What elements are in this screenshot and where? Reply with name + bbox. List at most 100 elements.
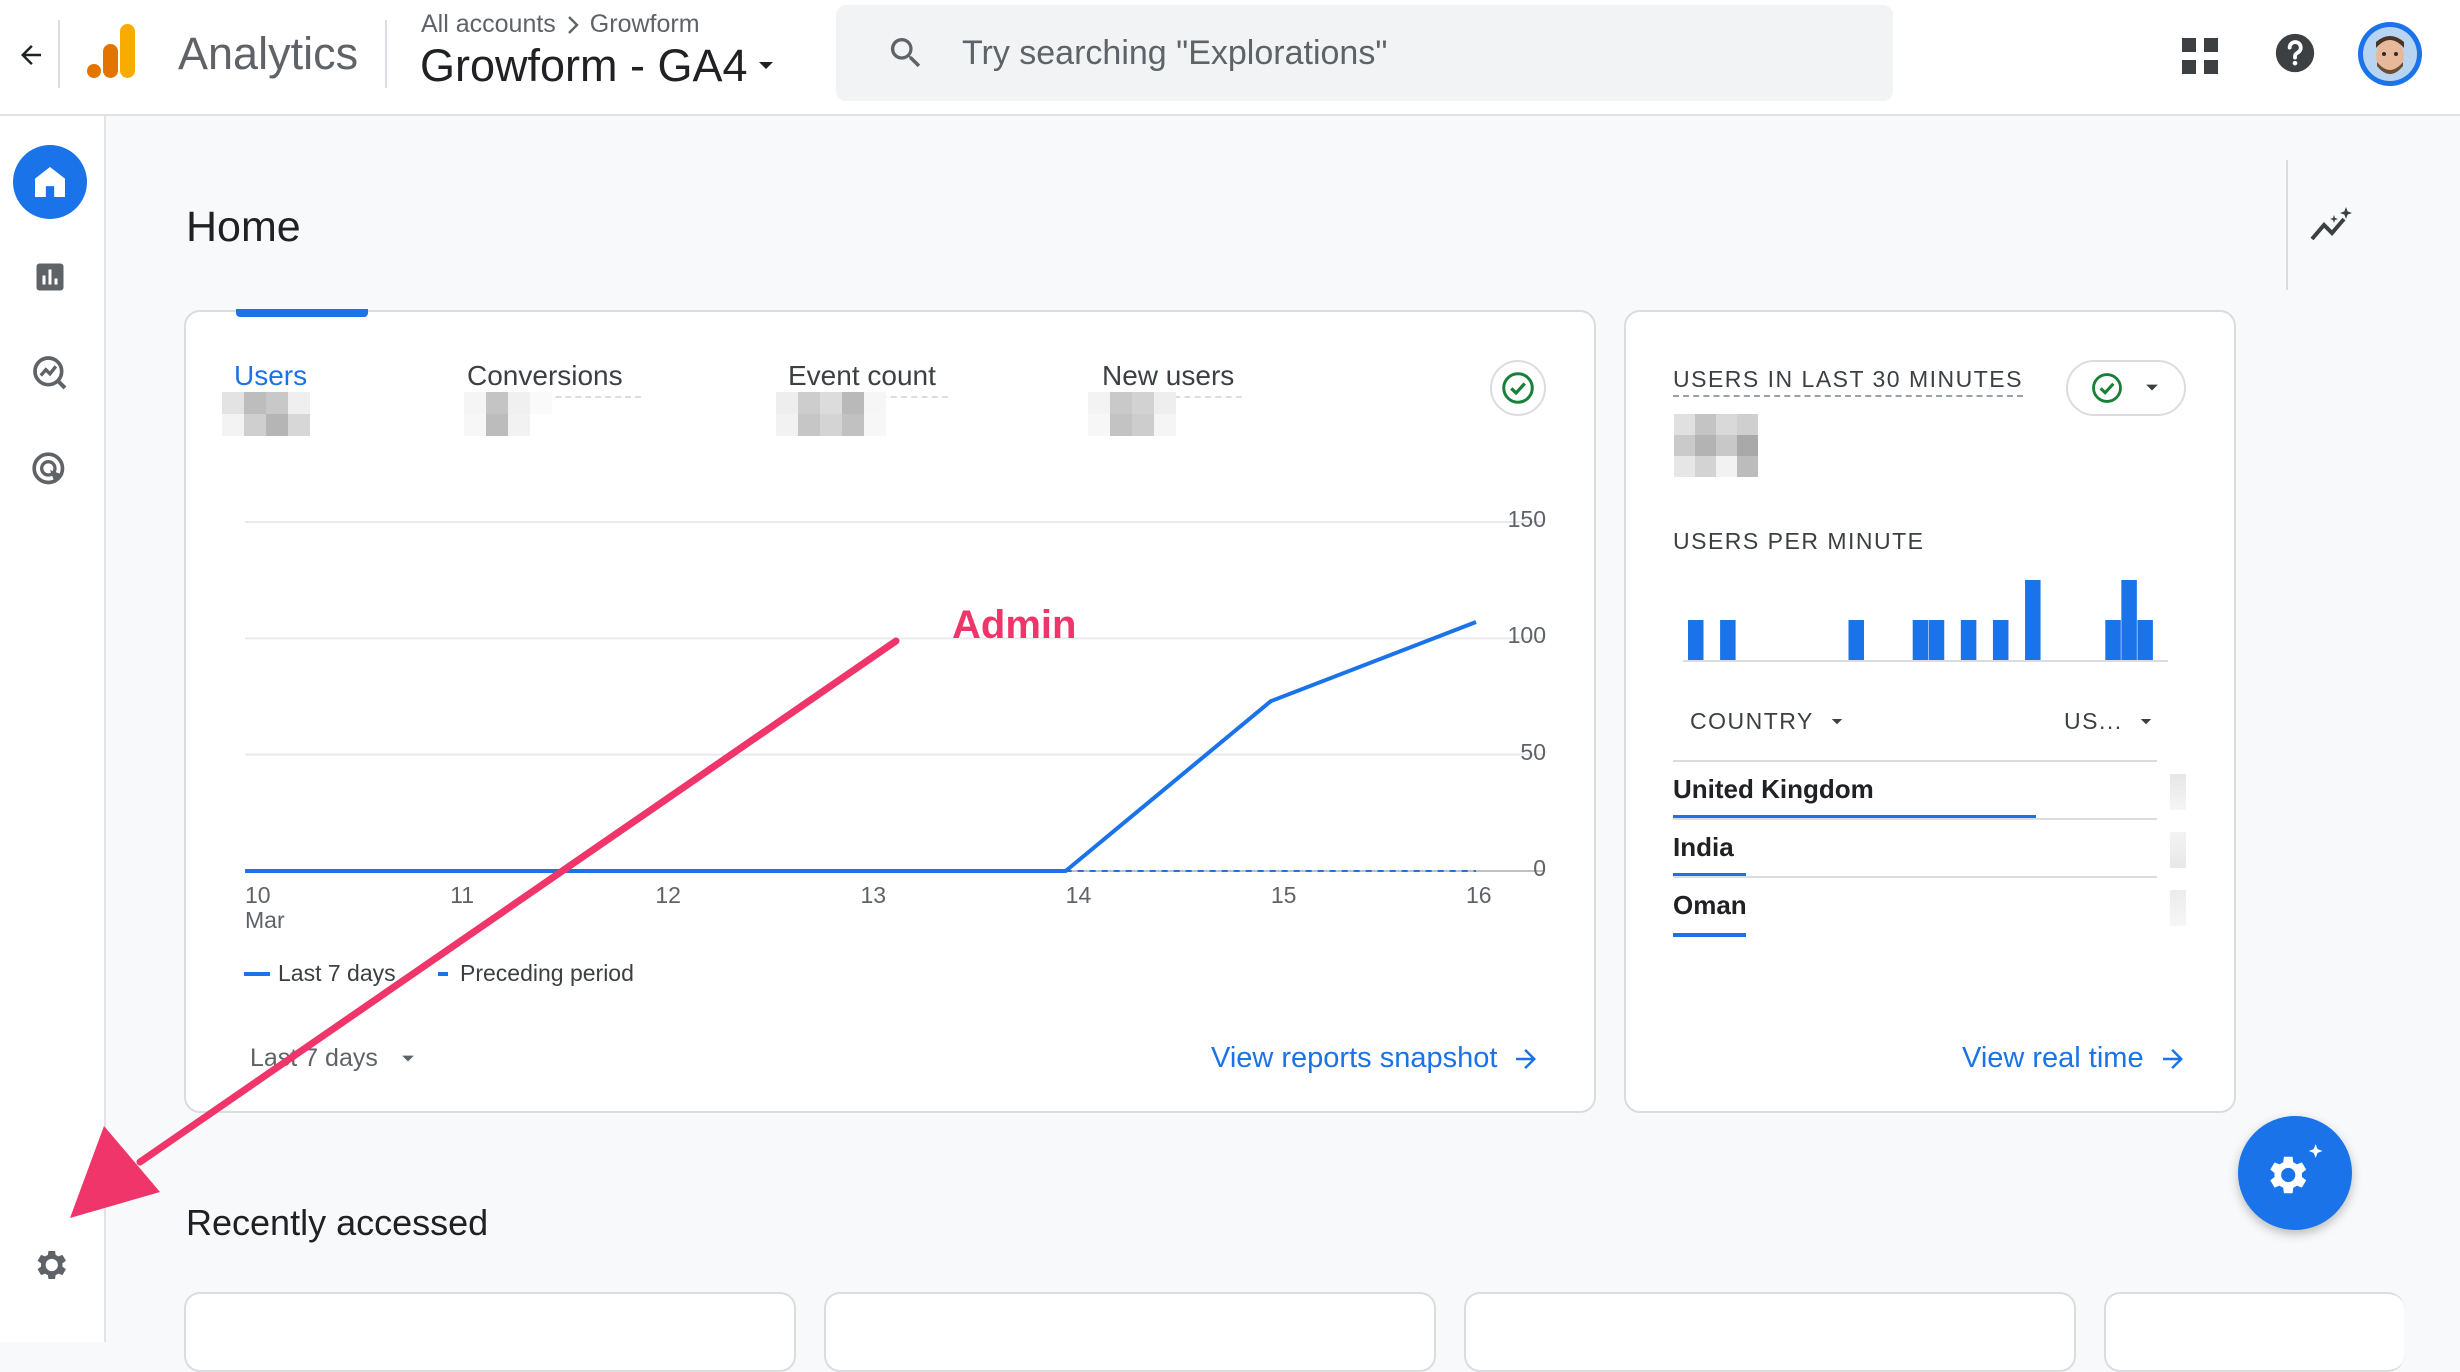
country-header-label: COUNTRY xyxy=(1690,708,1814,734)
users-header-label: US... xyxy=(2064,708,2123,734)
x-axis-sublabel: Mar xyxy=(245,907,285,933)
dropdown-arrow-icon xyxy=(402,1055,414,1061)
active-tab-indicator xyxy=(236,309,368,317)
minute-bar[interactable] xyxy=(1688,620,1704,660)
redacted-count xyxy=(2170,890,2186,926)
help-icon[interactable] xyxy=(2272,30,2318,76)
x-tick-label: 10 xyxy=(245,882,271,908)
breadcrumb-root[interactable]: All accounts xyxy=(421,10,556,38)
settings-sparkle-icon xyxy=(2270,1144,2323,1194)
redacted-metric-value xyxy=(776,392,886,436)
nav-advertising[interactable] xyxy=(13,433,87,507)
country-row-label: Oman xyxy=(1673,890,1747,920)
insights-button[interactable] xyxy=(2300,195,2364,259)
legend-swatch-solid xyxy=(244,972,270,976)
legend-last-7-days: Last 7 days xyxy=(278,960,396,986)
back-button[interactable] xyxy=(6,30,56,80)
redacted-realtime-value xyxy=(1674,414,1758,477)
property-selector[interactable]: Growform - GA4 xyxy=(420,40,778,92)
breadcrumb-current[interactable]: Growform xyxy=(589,10,700,38)
arrow-forward-icon xyxy=(2162,1048,2183,1069)
redacted-metric-value xyxy=(464,392,552,436)
x-tick-label: 15 xyxy=(1270,882,1297,908)
check-circle-icon xyxy=(1502,372,1534,404)
y-tick-label: 150 xyxy=(1507,506,1546,532)
table-divider xyxy=(1673,818,2157,820)
minute-bar[interactable] xyxy=(2105,620,2121,660)
link-label: View reports snapshot xyxy=(1211,1042,1498,1074)
explore-icon xyxy=(33,356,67,390)
tab-conversions[interactable]: Conversions xyxy=(467,360,623,391)
x-tick-label: 13 xyxy=(860,882,887,908)
users-column-header[interactable]: US... xyxy=(2064,708,2155,735)
minute-bar[interactable] xyxy=(1720,620,1736,660)
search-input[interactable] xyxy=(962,31,1862,75)
top-app-bar: Analytics All accounts Growform Growform… xyxy=(0,0,2460,116)
minute-bar[interactable] xyxy=(2121,580,2137,660)
minute-bar[interactable] xyxy=(2137,620,2153,660)
country-share-bar xyxy=(1673,933,1746,937)
page-title: Home xyxy=(186,203,301,251)
gear-icon xyxy=(37,1251,66,1279)
view-real-time-link[interactable]: View real time xyxy=(1962,1042,2188,1075)
minute-bar[interactable] xyxy=(1960,620,1977,660)
table-divider xyxy=(1673,760,2157,762)
advertising-icon xyxy=(32,452,65,485)
search-bar[interactable] xyxy=(836,5,1893,101)
minute-bar[interactable] xyxy=(1992,620,2009,660)
property-name: Growform - GA4 xyxy=(420,40,748,91)
annotation-arrow xyxy=(70,637,900,1218)
redacted-metric-value xyxy=(222,392,310,436)
arrow-forward-icon xyxy=(1516,1048,1537,1069)
realtime-status-dropdown[interactable] xyxy=(2066,360,2186,416)
country-row-label: United Kingdom xyxy=(1673,774,1874,804)
country-column-header[interactable]: COUNTRY xyxy=(1690,708,1846,735)
tab-users[interactable]: Users xyxy=(234,360,308,391)
y-tick-label: 50 xyxy=(1520,738,1546,765)
tab-new-users[interactable]: New users xyxy=(1102,360,1235,391)
search-icon xyxy=(890,38,921,68)
realtime-title: USERS IN LAST 30 MINUTES xyxy=(1673,366,2023,397)
avatar[interactable] xyxy=(2358,22,2422,86)
minute-bar[interactable] xyxy=(1848,620,1865,660)
y-tick-label: 0 xyxy=(1533,855,1546,881)
minute-bar[interactable] xyxy=(1928,620,1945,660)
recently-accessed-title: Recently accessed xyxy=(186,1202,489,1243)
nav-explore[interactable] xyxy=(13,336,87,410)
dropdown-arrow-icon xyxy=(758,62,773,69)
users-line-chart xyxy=(245,521,1544,873)
series-line-last-7-days xyxy=(245,620,1477,873)
nav-admin[interactable] xyxy=(13,1228,87,1302)
dropdown-arrow-icon xyxy=(2140,718,2151,724)
minute-bar[interactable] xyxy=(1912,620,1929,660)
nav-home[interactable] xyxy=(13,145,87,219)
left-nav-rail xyxy=(0,116,106,1342)
dropdown-arrow-icon xyxy=(2146,384,2158,391)
redacted-count xyxy=(2170,774,2186,810)
x-tick-label: 14 xyxy=(1065,882,1092,908)
admin-annotation-label: Admin xyxy=(952,603,1077,647)
x-tick-label: 16 xyxy=(1466,882,1492,908)
redacted-count xyxy=(2170,832,2186,868)
breadcrumb[interactable]: All accounts Growform xyxy=(421,10,700,39)
minute-bar[interactable] xyxy=(2025,580,2041,660)
tab-event-count[interactable]: Event count xyxy=(788,360,936,391)
bar-chart-icon xyxy=(36,263,64,291)
country-row-label: India xyxy=(1673,832,1734,862)
dropdown-arrow-icon xyxy=(1831,718,1843,724)
settings-fab[interactable] xyxy=(2238,1116,2352,1230)
nav-reports[interactable] xyxy=(13,240,87,314)
arrow-back-icon xyxy=(21,45,41,65)
check-circle-icon xyxy=(2092,373,2122,403)
legend-preceding-period: Preceding period xyxy=(460,960,634,986)
x-tick-label: 12 xyxy=(655,882,681,908)
tab-underline xyxy=(466,396,641,398)
divider xyxy=(385,20,387,88)
users-per-minute-label: USERS PER MINUTE xyxy=(1673,528,1925,554)
data-quality-button[interactable] xyxy=(1490,360,1546,416)
analytics-logo-icon[interactable] xyxy=(86,22,142,82)
country-share-bar xyxy=(1673,873,1746,877)
view-reports-snapshot-link[interactable]: View reports snapshot xyxy=(1211,1042,1541,1075)
table-divider xyxy=(1673,876,2157,878)
apps-grid-icon[interactable] xyxy=(2178,34,2222,78)
